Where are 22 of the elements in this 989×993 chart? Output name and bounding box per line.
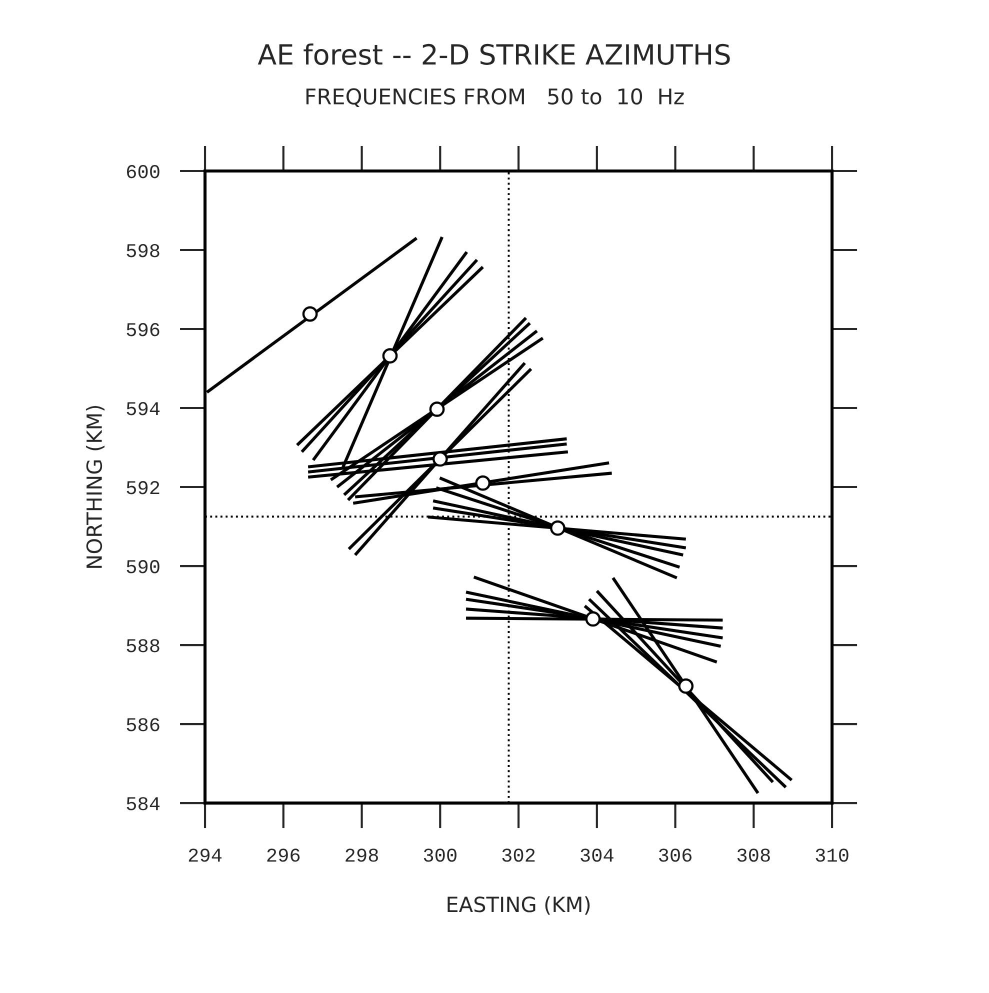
x-tick-label: 296 — [267, 848, 300, 862]
x-axis-title: EASTING (KM) — [448, 896, 590, 915]
y-tick-label: 590 — [126, 560, 160, 574]
chart-subtitle: FREQUENCIES FROM 50 to 10 Hz — [306, 88, 684, 108]
x-tick-label: 306 — [659, 848, 692, 862]
y-tick-label: 598 — [126, 244, 160, 258]
y-tick-label: 594 — [126, 402, 160, 416]
y-tick-label: 588 — [126, 639, 160, 652]
y-tick-label: 584 — [126, 797, 160, 810]
x-tick-label: 294 — [188, 848, 222, 862]
y-tick-label: 586 — [126, 718, 160, 732]
y-tick-label: 596 — [126, 323, 160, 336]
x-tick-label: 300 — [424, 848, 456, 862]
y-axis-title: NORTHING (KM) — [86, 406, 105, 568]
x-tick-label: 298 — [346, 848, 378, 862]
y-tick-label: 592 — [126, 481, 160, 494]
chart-title: AE forest -- 2-D STRIKE AZIMUTHS — [258, 43, 730, 65]
x-tick-label: 310 — [816, 848, 848, 862]
x-tick-label: 302 — [502, 848, 535, 862]
x-tick-label: 304 — [580, 848, 614, 862]
x-tick-label: 308 — [737, 848, 770, 862]
y-tick-label: 600 — [127, 165, 160, 178]
